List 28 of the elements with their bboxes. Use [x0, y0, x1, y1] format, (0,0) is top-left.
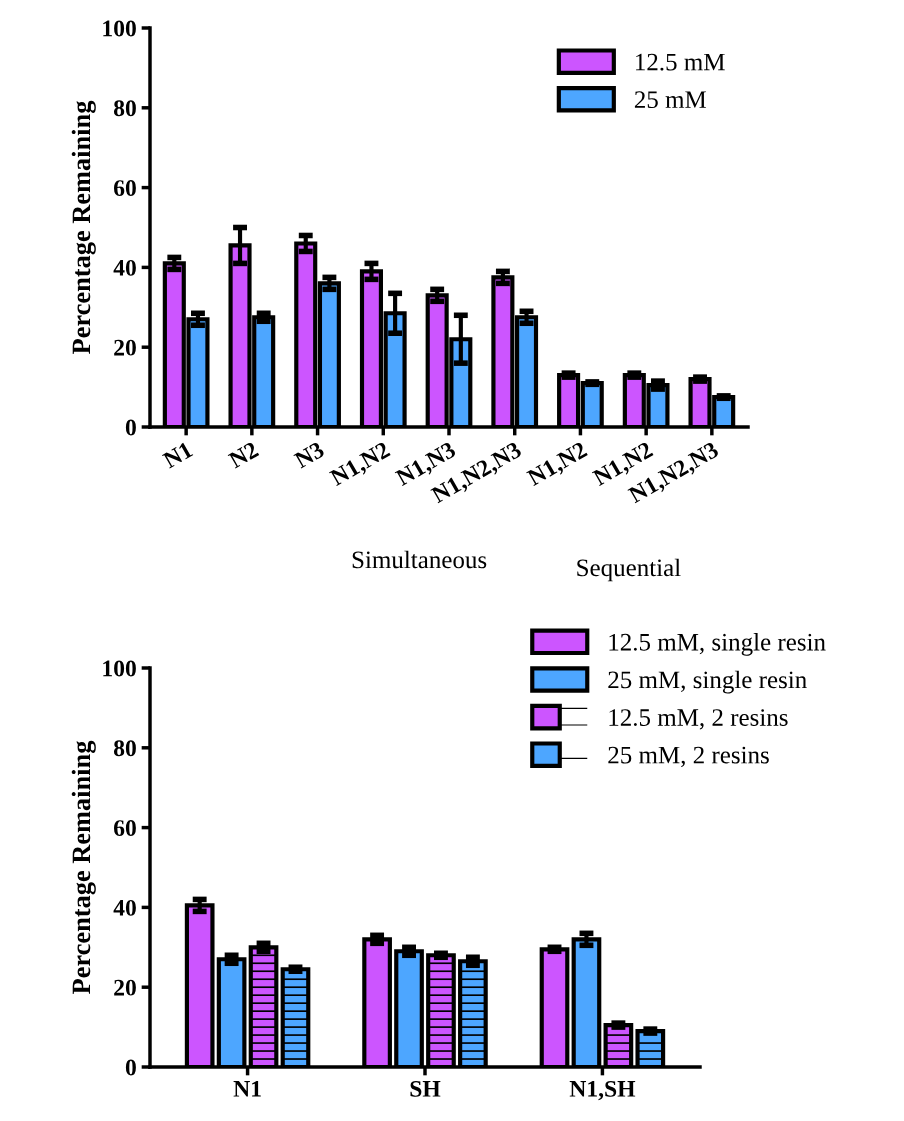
legend-label: 25 mM, 2 resins — [608, 746, 769, 768]
y-axis-title: Percentage Remaining — [71, 100, 96, 354]
y-tick-label: 80 — [113, 740, 136, 757]
x-tick-label: N1,SH — [569, 1080, 636, 1101]
y-tick-label: 0 — [125, 419, 136, 436]
y-tick-label: 60 — [114, 820, 136, 837]
x-tick-label: N2 — [227, 441, 260, 469]
legend-label: 12.5 mM, single resin — [609, 633, 826, 656]
y-tick-label: 40 — [113, 259, 136, 276]
text: Simultaneous — [352, 550, 487, 569]
y-tick-label: 80 — [113, 100, 136, 117]
y-tick-label: 40 — [113, 899, 136, 916]
legend-label: 25 mM, single resin — [608, 670, 807, 694]
x-tick-label: N1 — [161, 441, 194, 469]
y-tick-label: 20 — [114, 339, 136, 356]
y-tick-label: 100 — [103, 660, 136, 677]
text: Sequential — [577, 558, 681, 582]
x-tick-label: SH — [410, 1080, 441, 1097]
legend-label: 12.5 mM — [636, 53, 725, 71]
y-tick-label: 20 — [114, 979, 136, 996]
y-axis-title: Percentage Remaining — [71, 740, 96, 994]
y-tick-label: 0 — [125, 1059, 136, 1076]
y-tick-label: 60 — [114, 180, 136, 197]
legend-label: 25 mM — [634, 91, 707, 109]
y-tick-label: 100 — [103, 20, 136, 37]
x-tick-label: N3 — [293, 441, 326, 469]
x-tick-label: N1 — [233, 1080, 261, 1097]
legend-label: 12.5 mM, 2 resins — [609, 709, 788, 730]
